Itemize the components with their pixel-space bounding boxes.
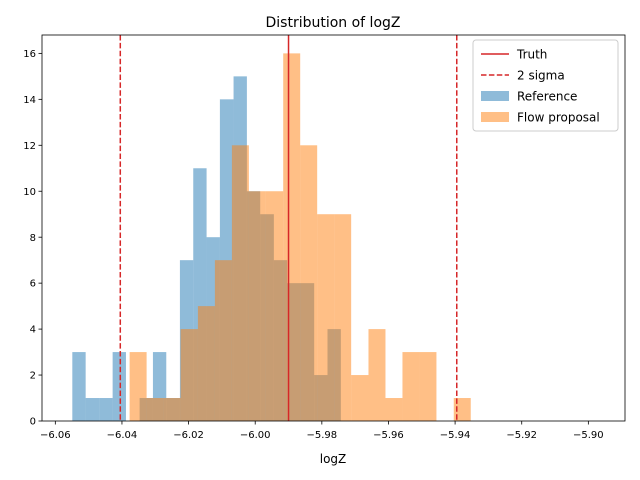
flow-proposal-bar (351, 375, 369, 421)
flow-proposal-bar (265, 191, 284, 421)
flow-proposal-bar (197, 306, 215, 421)
legend-swatch-reference (481, 91, 509, 101)
flow-proposal-bar (163, 398, 181, 421)
y-tick-label: 10 (23, 187, 36, 198)
y-tick-label: 12 (23, 141, 36, 152)
reference-bar (112, 352, 126, 421)
reference-bar (72, 352, 86, 421)
y-tick-label: 4 (30, 325, 36, 336)
x-tick-label: −5.92 (506, 430, 537, 441)
x-tick-label: −6.02 (173, 430, 204, 441)
x-tick-label: −5.98 (307, 430, 338, 441)
flow-proposal-bar (317, 214, 335, 421)
plot-area: −6.06 −6.04 −6.02 −6.00 −5.98 −5.96 −5.94 −5.92… (23, 34, 626, 441)
y-tick-label: 14 (23, 95, 36, 106)
y-tick-label: 8 (30, 233, 36, 244)
flow-proposal-bar (180, 329, 198, 421)
flow-proposal-bar (248, 191, 266, 421)
chart-title: Distribution of logZ (265, 15, 400, 31)
legend-label-truth: Truth (516, 47, 547, 61)
legend-swatch-flow-proposal (481, 112, 509, 122)
legend-label-reference: Reference (517, 89, 577, 103)
y-tick-label: 2 (30, 371, 36, 382)
reference-bar (99, 398, 113, 421)
x-tick-label: −5.90 (573, 430, 604, 441)
flow-proposal-bar (453, 398, 471, 421)
flow-proposal-bar (214, 260, 232, 421)
y-tick-label: 16 (23, 49, 36, 60)
flow-proposal-bar (385, 398, 403, 421)
flow-proposal-bar (300, 145, 318, 422)
x-axis-title: logZ (320, 452, 347, 466)
x-tick-label: −5.96 (373, 430, 404, 441)
flow-proposal-bar (283, 53, 301, 421)
flow-proposal-bar (231, 145, 249, 422)
flow-proposal-bar (146, 398, 164, 421)
flow-proposal-bar (368, 329, 386, 421)
x-tick-label: −6.06 (40, 430, 71, 441)
y-tick-label: 0 (30, 417, 36, 428)
x-tick-label: −5.94 (440, 430, 471, 441)
flow-proposal-bar (419, 352, 437, 421)
legend-label-flow-proposal: Flow proposal (517, 110, 600, 124)
flow-proposal-bar (402, 352, 420, 421)
flow-proposal-bar (129, 352, 147, 421)
legend-box (472, 39, 619, 132)
legend-label-2-sigma: 2 sigma (517, 68, 565, 82)
reference-bar (85, 398, 100, 421)
flow-proposal-bar (334, 214, 352, 421)
x-tick-label: −6.04 (107, 430, 138, 441)
x-tick-label: −6.00 (240, 430, 271, 441)
y-tick-label: 6 (30, 279, 36, 290)
axes-frame (41, 34, 626, 422)
